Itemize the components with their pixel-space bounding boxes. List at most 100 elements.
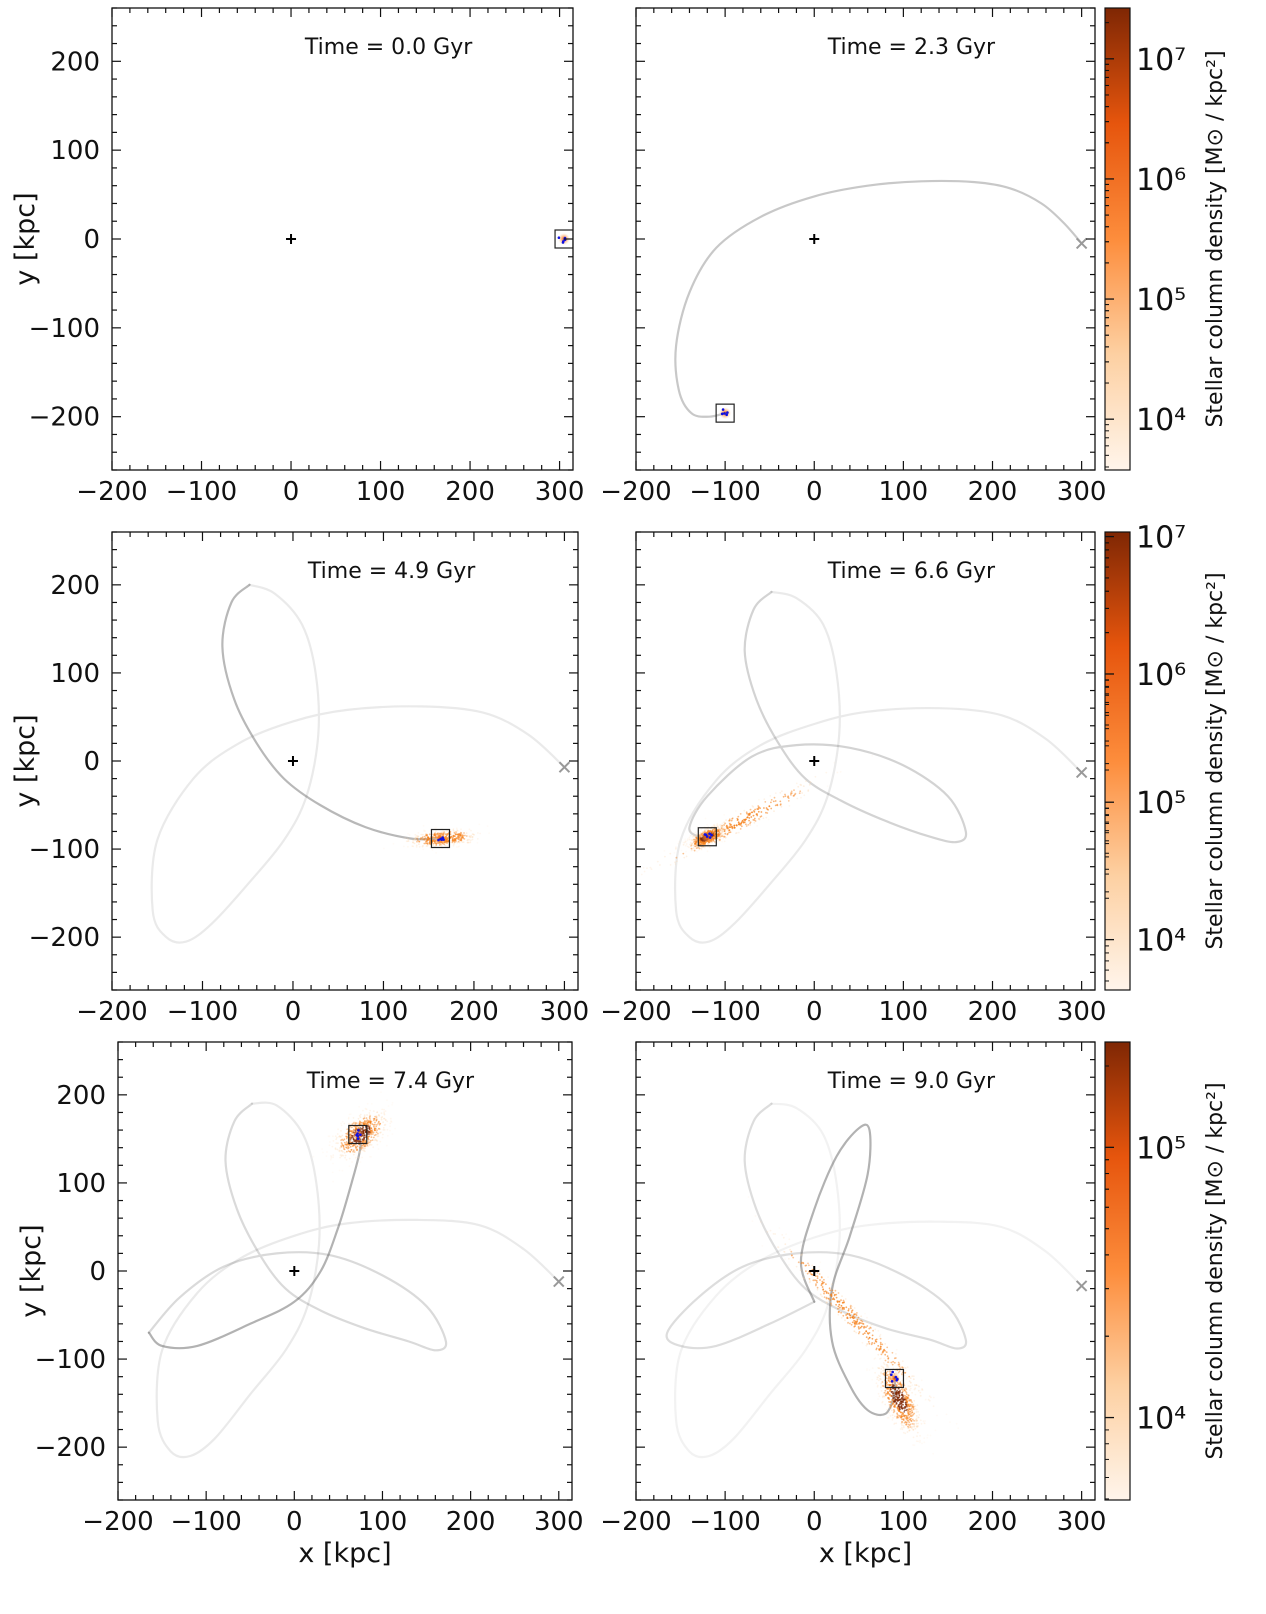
star-cluster bbox=[557, 236, 561, 239]
start-position-marker bbox=[1075, 1280, 1088, 1292]
panel-4: −200 −100 0 100 200 300 Time = 6.6 Gyr bbox=[600, 531, 1107, 1027]
colorbar-tick-label: 10⁶ bbox=[1136, 658, 1186, 693]
satellite-box bbox=[348, 1124, 368, 1145]
ticks bbox=[117, 1041, 572, 1501]
y-tick-label: 0 bbox=[83, 225, 100, 255]
y-tick-label: 0 bbox=[89, 1257, 106, 1287]
star-cluster bbox=[725, 413, 728, 417]
stream-2 bbox=[866, 1344, 937, 1455]
colorbars: 10⁴ 10⁵ 10⁶ 10⁷ Stellar column density [M⊙ /… bbox=[1104, 7, 1228, 1501]
start-position-marker bbox=[558, 761, 571, 773]
x-tick-label: −200 bbox=[600, 477, 671, 507]
orbit-segment-1 bbox=[674, 590, 1083, 944]
y-tick-label: 100 bbox=[56, 1169, 106, 1199]
x-tick-label: 100 bbox=[879, 997, 929, 1027]
x-tick-label: 300 bbox=[1057, 1507, 1107, 1537]
axes-frame bbox=[111, 7, 574, 471]
x-tick-label: 0 bbox=[286, 1507, 303, 1537]
time-annotation: Time = 9.0 Gyr bbox=[827, 1069, 996, 1094]
y-axis-label: y [kpc] bbox=[10, 714, 41, 807]
x-tick-label: 100 bbox=[356, 477, 406, 507]
y-tick-label: −200 bbox=[29, 403, 100, 433]
colorbar-tick-label: 10⁴ bbox=[1136, 403, 1186, 438]
star-cluster bbox=[708, 832, 711, 835]
y-tick-label: 200 bbox=[50, 47, 100, 77]
colorbar-tick-label: 10⁶ bbox=[1136, 163, 1186, 198]
x-tick-label: 100 bbox=[358, 1507, 408, 1537]
colorbar-3: 10⁴ 10⁵ Stellar column density [M⊙ / kpc²] bbox=[1104, 1041, 1228, 1501]
time-annotation: Time = 7.4 Gyr bbox=[306, 1069, 475, 1094]
start-position-marker bbox=[1075, 766, 1088, 779]
x-tick-label: 0 bbox=[806, 1507, 823, 1537]
x-tick-label: −100 bbox=[167, 997, 238, 1027]
colorbar-2: 10⁴ 10⁵ 10⁶ 10⁷ Stellar column density [M⊙ /… bbox=[1104, 521, 1228, 991]
ticks bbox=[635, 531, 1095, 991]
ticks bbox=[111, 7, 573, 471]
x-tick-label: 100 bbox=[879, 1507, 929, 1537]
colorbar-1: 10⁴ 10⁵ 10⁶ 10⁷ Stellar column density [M⊙ /… bbox=[1104, 7, 1228, 471]
panels: −200 −100 0 100 200 300 −200 −100 0 100 200 y [kpc]… bbox=[10, 7, 1107, 1569]
ticks bbox=[635, 1041, 1095, 1501]
host-center-marker bbox=[289, 1266, 300, 1276]
star-cluster bbox=[705, 835, 709, 838]
satellite-box bbox=[430, 828, 451, 849]
colorbar-tick-label: 10⁵ bbox=[1136, 1131, 1186, 1166]
x-tick-label: 300 bbox=[1057, 997, 1107, 1027]
panel-2: −200 −100 0 100 200 300 Time = 2.3 Gyr bbox=[600, 7, 1106, 507]
x-tick-label: 200 bbox=[968, 997, 1018, 1027]
star-cluster bbox=[891, 1370, 894, 1374]
colorbar-label: Stellar column density [M⊙ / kpc²] bbox=[1203, 50, 1228, 427]
x-tick-label: 200 bbox=[968, 477, 1018, 507]
x-tick-label: −100 bbox=[689, 477, 760, 507]
panel-5: −200 −100 0 100 200 300 −200 −100 0 100 200 y [kpc]… bbox=[16, 1041, 584, 1569]
star-cluster bbox=[723, 412, 726, 415]
star-cluster bbox=[356, 1134, 360, 1138]
star-cluster bbox=[437, 838, 440, 842]
x-tick-label: 200 bbox=[449, 997, 499, 1027]
star-cluster bbox=[442, 838, 445, 841]
x-tick-label: −100 bbox=[689, 1507, 760, 1537]
star-cluster bbox=[440, 838, 443, 841]
plot-area bbox=[637, 590, 1088, 944]
axes-frame bbox=[635, 531, 1096, 991]
star-cluster bbox=[721, 408, 725, 411]
panel-1: −200 −100 0 100 200 300 −200 −100 0 100 200 y [kpc]… bbox=[10, 7, 585, 507]
star-cluster bbox=[708, 836, 712, 839]
star-cluster bbox=[895, 1379, 898, 1382]
star-cluster bbox=[890, 1380, 894, 1383]
colorbar-gradient bbox=[1104, 7, 1131, 471]
satellite-box bbox=[884, 1368, 905, 1389]
x-axis-label: x [kpc] bbox=[819, 1538, 912, 1569]
host-center-marker bbox=[286, 234, 297, 244]
orbit-segment-1 bbox=[674, 1102, 1083, 1459]
x-tick-label: −100 bbox=[170, 1507, 241, 1537]
start-position-marker bbox=[553, 1275, 565, 1288]
orbit-segment-3 bbox=[799, 1123, 897, 1417]
orbit-segment-1 bbox=[150, 583, 566, 944]
colorbar-tick-label: 10⁴ bbox=[1136, 924, 1186, 959]
x-tick-label: 300 bbox=[535, 477, 585, 507]
plot-area bbox=[147, 1091, 565, 1459]
satellite-box bbox=[715, 403, 735, 423]
orbit-segment-2 bbox=[665, 1102, 968, 1350]
time-annotation: Time = 0.0 Gyr bbox=[304, 35, 473, 60]
star-cluster bbox=[359, 1133, 362, 1136]
panel-3: −200 −100 0 100 200 300 −200 −100 0 100 200 y [kpc]… bbox=[10, 531, 589, 1027]
y-tick-label: −100 bbox=[35, 1345, 106, 1375]
x-tick-label: 100 bbox=[879, 477, 929, 507]
y-tick-label: −100 bbox=[29, 314, 100, 344]
x-tick-label: 0 bbox=[285, 997, 302, 1027]
orbit-segment-2 bbox=[221, 583, 442, 841]
star-cluster bbox=[441, 836, 445, 839]
colorbar-tick-label: 10⁷ bbox=[1136, 43, 1186, 78]
x-tick-label: −200 bbox=[76, 997, 147, 1027]
x-tick-label: 0 bbox=[806, 477, 823, 507]
x-tick-label: −200 bbox=[600, 997, 671, 1027]
y-tick-label: 100 bbox=[50, 659, 100, 689]
y-tick-label: 200 bbox=[50, 571, 100, 601]
panel-6: −200 −100 0 100 200 300 x [kpc] Time = 9.0 Gyr bbox=[600, 1041, 1107, 1569]
orbit-segment-3 bbox=[147, 1133, 362, 1350]
host-center-marker bbox=[809, 234, 820, 244]
ticks bbox=[111, 531, 578, 991]
